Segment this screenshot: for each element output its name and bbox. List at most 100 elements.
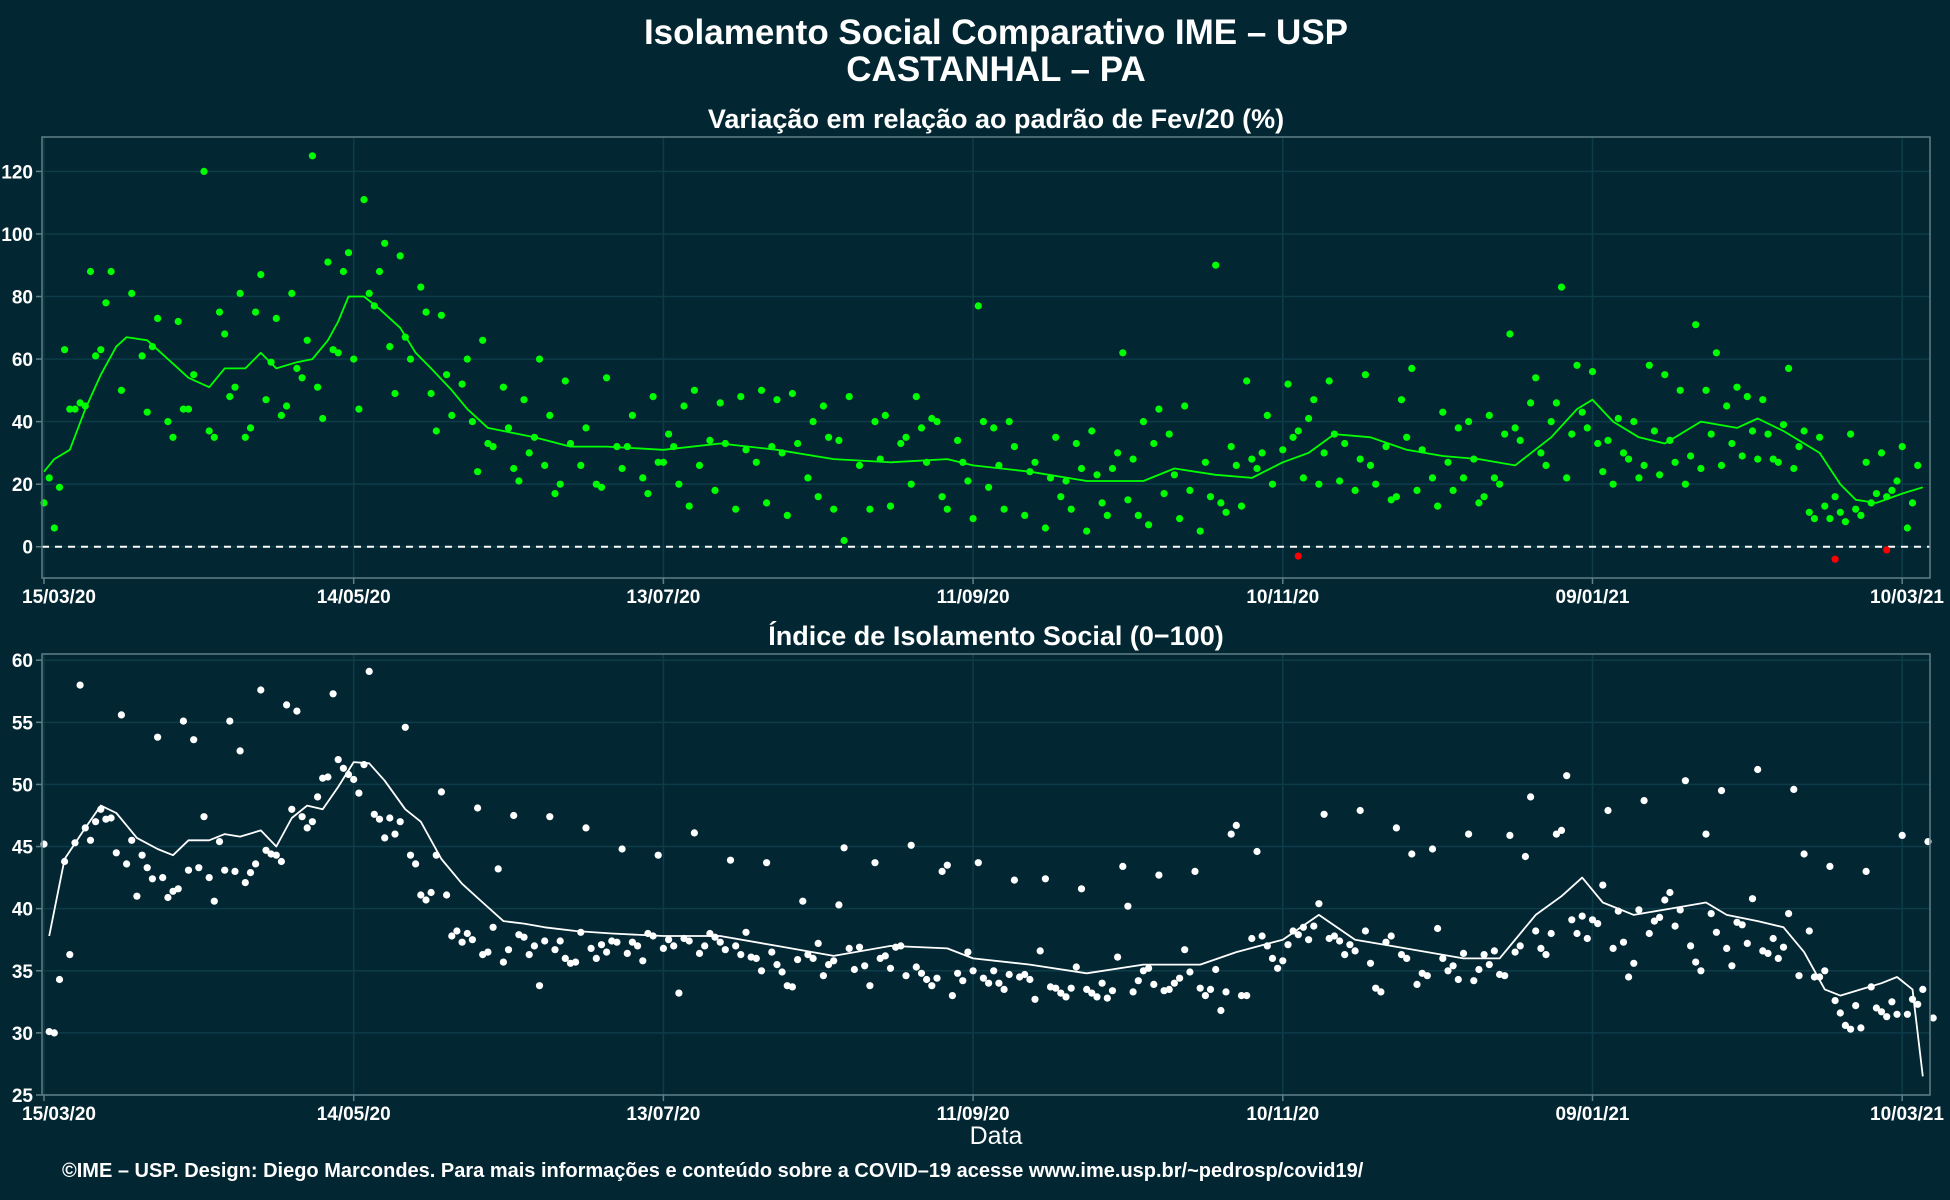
data-point [979, 974, 988, 982]
data-point [1578, 912, 1586, 920]
data-point [541, 461, 549, 469]
data-point [1573, 361, 1581, 369]
data-point [535, 355, 544, 363]
x-axis-title: Data [970, 1122, 1023, 1150]
data-point [1021, 511, 1029, 519]
data-point [1160, 490, 1168, 498]
x-tick-label: 15/03/20 [22, 1104, 96, 1125]
data-point [1914, 1000, 1922, 1008]
data-point [1387, 932, 1395, 940]
data-point [1310, 922, 1318, 930]
data-point [1289, 927, 1297, 935]
data-point [665, 936, 673, 944]
data-point [1625, 455, 1633, 463]
data-point [1222, 508, 1230, 516]
data-point [1248, 934, 1256, 943]
data-point [1800, 427, 1808, 435]
data-point [1816, 433, 1824, 441]
data-point [1315, 480, 1323, 488]
data-point [1031, 995, 1039, 1003]
data-point [1764, 949, 1772, 958]
data-point [61, 346, 69, 354]
data-point [546, 411, 554, 419]
data-point [1139, 418, 1147, 426]
data-point [1826, 515, 1834, 523]
data-point [1186, 486, 1194, 494]
data-point [1810, 515, 1818, 523]
data-point [711, 486, 719, 494]
data-point [1000, 505, 1008, 513]
data-point [1021, 970, 1029, 979]
data-point [788, 389, 797, 398]
data-point [262, 846, 270, 854]
data-point [768, 443, 776, 451]
data-point [768, 948, 776, 956]
data-point [1604, 436, 1612, 444]
data-point [1862, 867, 1870, 876]
data-point [86, 267, 95, 276]
data-point [97, 805, 105, 813]
data-point [685, 502, 693, 510]
data-point [1583, 934, 1591, 943]
data-point [1165, 430, 1173, 438]
data-point [308, 152, 316, 160]
data-point [1196, 527, 1204, 535]
data-point [706, 436, 714, 444]
data-point [221, 330, 229, 338]
data-point [1093, 993, 1101, 1001]
data-point [66, 951, 74, 959]
data-point [1418, 446, 1426, 454]
data-point [561, 377, 569, 385]
data-point [1480, 951, 1488, 959]
x-tick-label: 10/11/20 [1246, 1104, 1319, 1125]
data-point [923, 975, 931, 984]
plot-area [42, 137, 1930, 578]
data-point [1588, 368, 1597, 376]
data-point [324, 258, 332, 266]
data-point [437, 311, 445, 319]
data-point [1841, 1021, 1849, 1029]
data-point [1717, 787, 1726, 795]
data-point [1516, 436, 1524, 444]
data-point [453, 927, 461, 935]
data-point [1294, 427, 1302, 435]
data-point [112, 849, 120, 857]
data-point [1743, 393, 1751, 401]
data-point [840, 844, 848, 852]
data-point [406, 355, 415, 363]
data-point [1330, 430, 1338, 438]
data-point [205, 874, 213, 882]
negative-data-point [1294, 552, 1302, 560]
data-point [809, 418, 817, 426]
data-point [1227, 830, 1235, 838]
data-point [215, 838, 224, 846]
data-point [1289, 433, 1297, 441]
data-point [355, 789, 363, 797]
data-point [665, 430, 673, 438]
data-point [1206, 985, 1215, 994]
data-point [1346, 941, 1354, 949]
data-point [1630, 959, 1638, 967]
data-point [778, 968, 786, 976]
data-point [1800, 850, 1808, 858]
data-point [995, 979, 1003, 987]
data-point [1552, 830, 1560, 838]
data-point [1150, 980, 1158, 989]
data-point [1774, 458, 1782, 466]
data-point [231, 383, 239, 391]
data-point [721, 946, 729, 954]
data-point [1805, 508, 1813, 516]
data-point [886, 502, 895, 510]
data-point [628, 938, 637, 946]
data-point [474, 804, 482, 812]
data-point [1759, 396, 1767, 404]
data-point [184, 405, 193, 413]
data-point [639, 474, 647, 482]
data-point [814, 939, 822, 948]
data-point [1351, 486, 1359, 494]
y-tick-label: 25 [12, 1086, 34, 1107]
data-point [504, 424, 513, 432]
data-point [778, 449, 786, 457]
x-tick-label: 10/11/20 [1246, 587, 1319, 608]
data-point [391, 830, 399, 838]
